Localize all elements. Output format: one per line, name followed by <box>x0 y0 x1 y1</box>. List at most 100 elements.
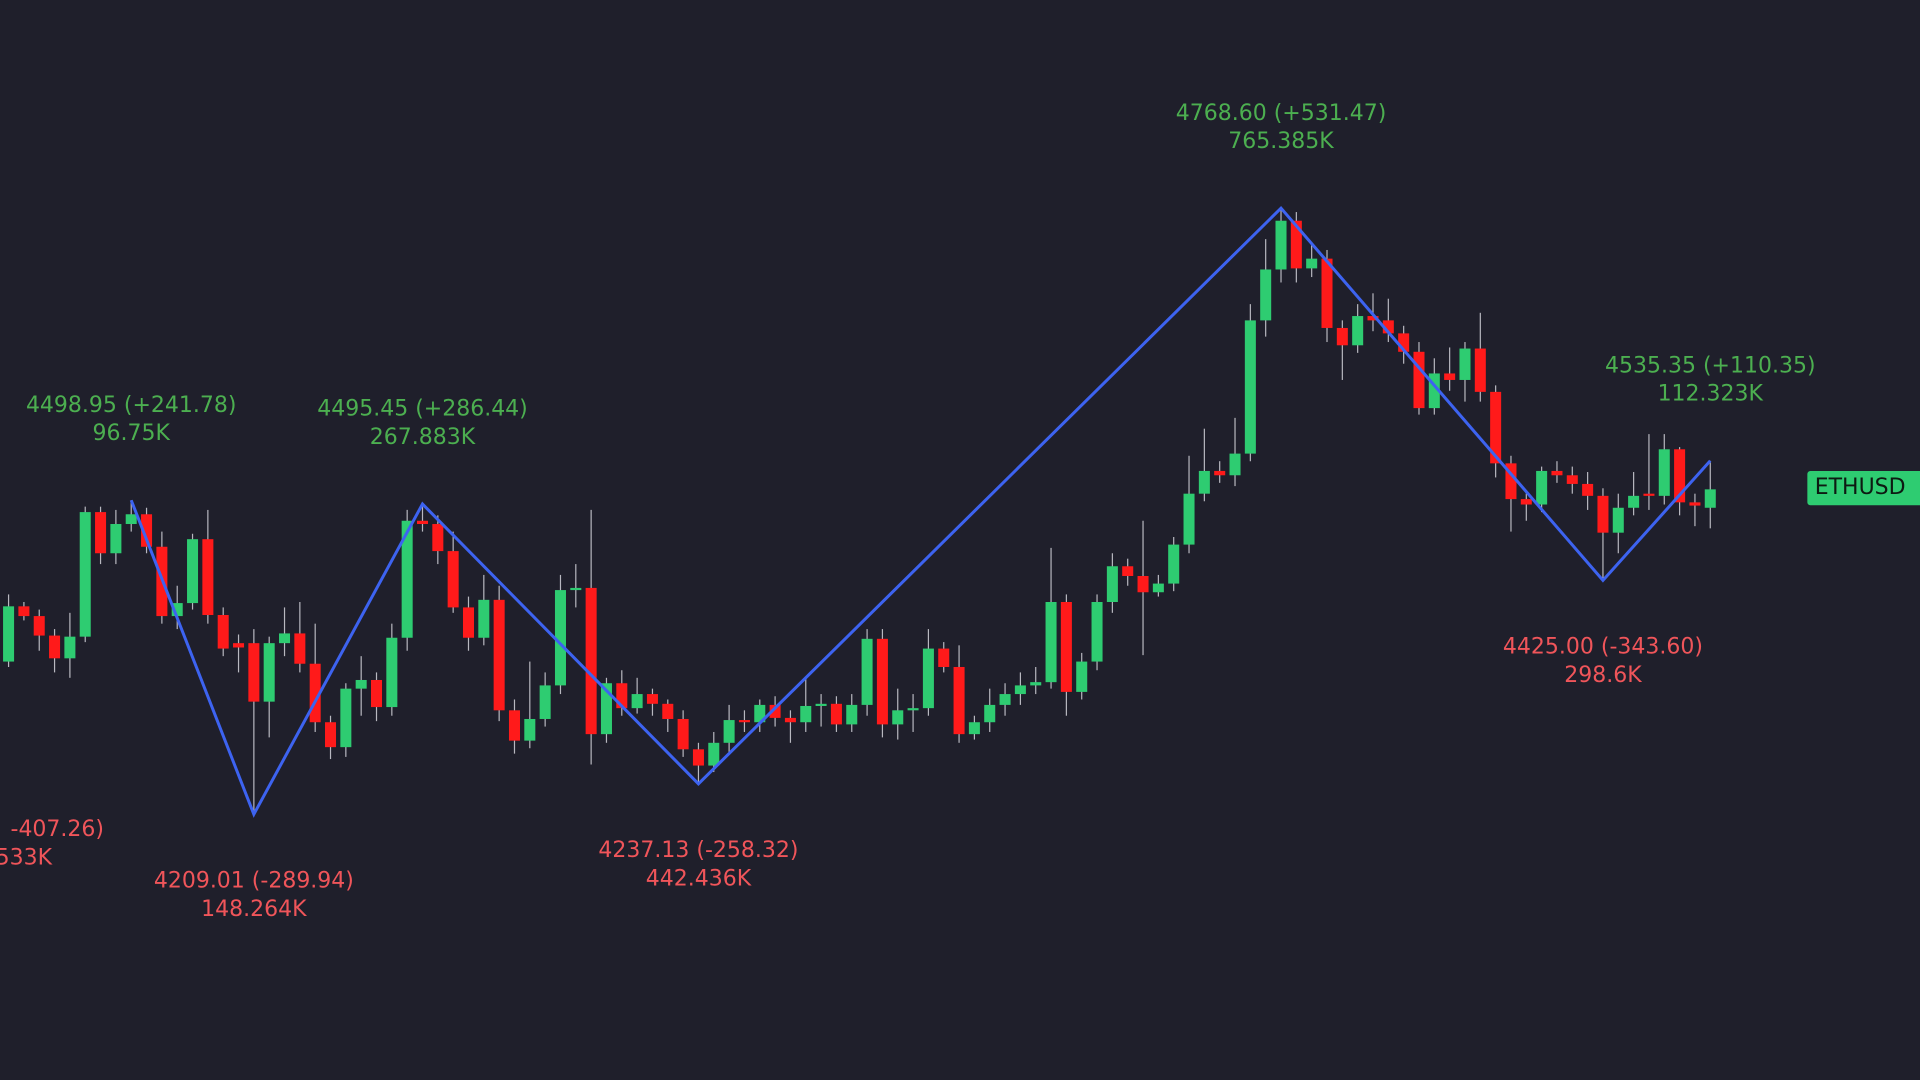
candle-body <box>1643 493 1655 496</box>
candle-body <box>922 648 934 709</box>
pivot-volume: 96.75K <box>93 421 171 446</box>
pivot-label: 4495.45 (+286.44) <box>317 397 528 422</box>
candle-body <box>1551 470 1563 476</box>
candle-body <box>953 666 965 735</box>
candle-body <box>1704 489 1716 508</box>
candle-body <box>294 633 306 664</box>
candle-body <box>233 643 245 648</box>
candle-body <box>1566 475 1578 484</box>
pivot-volume: 765.385K <box>1228 129 1334 154</box>
pivot-volume: 112.323K <box>1658 382 1764 407</box>
candle-body <box>187 539 199 604</box>
candle-body <box>125 514 137 525</box>
candle-body <box>1260 269 1272 321</box>
pivot-label: 4768.60 (+531.47) <box>1176 101 1387 126</box>
candle-body <box>171 603 183 617</box>
candle-body <box>1106 566 1118 602</box>
candle-body <box>248 643 260 702</box>
candle-body <box>554 590 566 686</box>
candle-body <box>1520 499 1532 505</box>
candle-body <box>1229 453 1241 476</box>
candle-body <box>616 683 628 709</box>
pivot-label: 4535.35 (+110.35) <box>1605 354 1816 379</box>
candle-body <box>493 599 505 711</box>
candle-body <box>1306 258 1318 269</box>
candle-body <box>386 637 398 708</box>
candle-body <box>1183 493 1195 545</box>
candle-body <box>1382 320 1394 334</box>
candle-body <box>600 683 612 735</box>
candle-body <box>585 587 597 735</box>
candle-body <box>984 704 996 723</box>
candle-body <box>1214 470 1226 476</box>
candle-body <box>340 688 352 748</box>
candle-body <box>401 520 413 638</box>
candle-body <box>202 539 214 615</box>
candle-body <box>478 599 490 638</box>
candle-body <box>1612 507 1624 533</box>
candle-body <box>1689 502 1701 506</box>
candle-body <box>18 606 30 617</box>
candle-body <box>1490 391 1502 464</box>
candle-body <box>938 648 950 667</box>
candle-body <box>784 717 796 723</box>
pivot-volume: 533K <box>0 845 53 870</box>
pivot-volume: 442.436K <box>646 866 752 891</box>
candle-body <box>141 514 153 547</box>
candle-body <box>830 703 842 725</box>
candle-body <box>263 643 275 702</box>
candle-body <box>1444 373 1456 380</box>
pivot-label: 4498.95 (+241.78) <box>26 393 237 418</box>
candle-body <box>1152 583 1164 593</box>
candle-body <box>95 512 107 554</box>
candle-body <box>1474 348 1486 392</box>
candle-body <box>110 524 122 554</box>
candle-body <box>462 607 474 638</box>
candle-body <box>892 710 904 725</box>
candle-body <box>815 703 827 706</box>
candle-body <box>1597 495 1609 533</box>
candle-body <box>355 679 367 689</box>
candle-body <box>1398 333 1410 352</box>
candle-body <box>754 704 766 723</box>
candle-body <box>646 694 658 704</box>
candle-body <box>1582 483 1594 496</box>
candle-body <box>723 720 735 743</box>
candle-body <box>1168 544 1180 584</box>
candle-body <box>524 718 536 741</box>
candle-body <box>677 718 689 750</box>
pivot-volume: 267.883K <box>370 425 476 450</box>
candle-body <box>217 614 229 649</box>
candle-body <box>1290 220 1302 269</box>
candle-body <box>1275 220 1287 270</box>
candle-body <box>279 633 291 644</box>
candle-body <box>1459 348 1471 380</box>
candle-body <box>79 512 91 637</box>
pivot-volume: 148.264K <box>201 897 307 922</box>
candle-body <box>1091 601 1103 662</box>
candle-body <box>968 722 980 735</box>
pivot-label: 4209.01 (-289.94) <box>154 869 354 894</box>
candle-body <box>1045 601 1057 683</box>
candle-body <box>1505 463 1517 500</box>
candle-body <box>1352 316 1364 346</box>
candle-body <box>662 703 674 719</box>
candle-body <box>309 663 321 723</box>
candle-body <box>432 524 444 552</box>
candle-body <box>1244 320 1256 454</box>
candle-body <box>861 638 873 705</box>
candle-body <box>49 635 61 659</box>
candle-body <box>846 704 858 725</box>
candle-body <box>1014 685 1026 695</box>
candle-body <box>539 685 551 719</box>
candle-body <box>876 638 888 725</box>
candle-body <box>769 704 781 718</box>
candle-body <box>33 616 45 636</box>
candle-body <box>1321 258 1333 328</box>
candle-body <box>3 606 15 662</box>
candle-body <box>1336 327 1348 346</box>
candle-body <box>1030 682 1042 686</box>
candle-body <box>570 587 582 591</box>
